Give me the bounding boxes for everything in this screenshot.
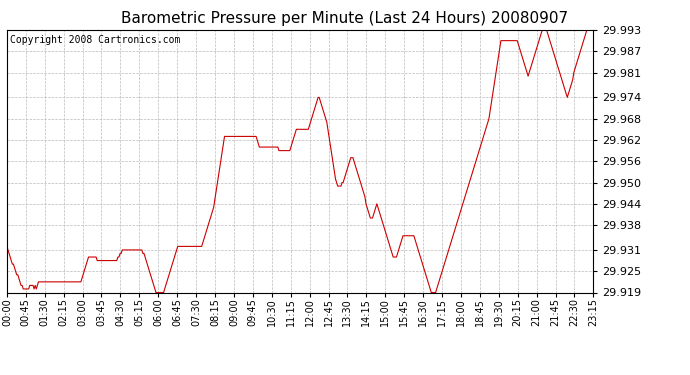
Text: Barometric Pressure per Minute (Last 24 Hours) 20080907: Barometric Pressure per Minute (Last 24 … bbox=[121, 11, 569, 26]
Text: Copyright 2008 Cartronics.com: Copyright 2008 Cartronics.com bbox=[10, 35, 180, 45]
